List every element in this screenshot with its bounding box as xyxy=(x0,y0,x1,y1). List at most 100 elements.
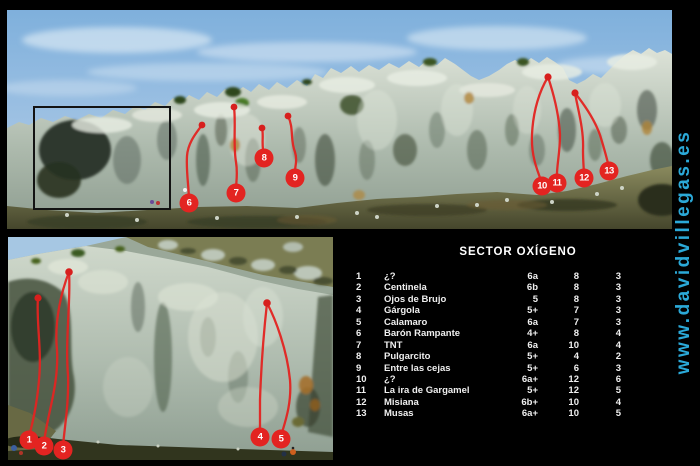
route-table: 1 ¿? 6a 8 3 2 Centinela 6b 8 3 3 Ojos de Brujo 5 8 3 4 G… xyxy=(356,271,626,420)
route-name: ¿? xyxy=(384,271,396,282)
route-number: 5 xyxy=(356,316,362,328)
route-length: 12 xyxy=(568,373,579,385)
watermark-url: www.davidvillegas.es xyxy=(673,129,694,375)
route-length: 8 xyxy=(573,328,579,340)
route-name: Pulgarcito xyxy=(384,351,431,363)
route-number: 12 xyxy=(356,396,367,408)
route-bolts: 2 xyxy=(615,351,621,363)
route-bolts: 3 xyxy=(615,271,621,282)
climber-figure xyxy=(281,451,287,457)
route-row: 12 Misiana 6b+ 10 4 xyxy=(356,397,626,408)
route-grade: 6b+ xyxy=(521,396,538,408)
route-row: 6 Barón Rampante 4+ 8 4 xyxy=(356,328,626,339)
route-bolts: 3 xyxy=(615,362,621,374)
route-grade: 6a+ xyxy=(521,373,538,385)
route-length: 7 xyxy=(573,305,579,317)
route-name: Calamaro xyxy=(384,316,428,328)
route-row: 7 TNT 6a 10 4 xyxy=(356,340,626,351)
route-bolts: 4 xyxy=(615,396,621,408)
route-number: 9 xyxy=(356,362,362,374)
crag-closeup-illustration xyxy=(8,237,333,460)
route-row: 5 Calamaro 6a 7 3 xyxy=(356,317,626,328)
route-grade: 5+ xyxy=(527,351,538,363)
route-number: 13 xyxy=(356,408,367,420)
route-grade: 6a+ xyxy=(521,408,538,420)
route-row: 9 Entre las cejas 5+ 6 3 xyxy=(356,363,626,374)
route-marker-12: 12 xyxy=(574,168,594,188)
route-bolts: 3 xyxy=(615,293,621,305)
climber-figure xyxy=(291,446,295,450)
route-row: 10 ¿? 6a+ 12 6 xyxy=(356,374,626,385)
climber-figure xyxy=(150,200,154,204)
route-length: 8 xyxy=(573,293,579,305)
route-marker-8: 8 xyxy=(254,148,274,168)
route-bolts: 5 xyxy=(615,408,621,420)
route-number: 1 xyxy=(356,271,362,282)
route-name: Centinela xyxy=(384,282,427,294)
route-row: 4 Gárgola 5+ 7 3 xyxy=(356,305,626,316)
route-length: 4 xyxy=(573,351,579,363)
route-marker-1: 1 xyxy=(19,430,39,450)
route-number: 3 xyxy=(356,293,362,305)
route-marker-9: 9 xyxy=(285,168,305,188)
route-name: Entre las cejas xyxy=(384,362,451,374)
route-name: La ira de Gargamel xyxy=(384,385,470,397)
route-name: ¿? xyxy=(384,373,396,385)
route-name: Misiana xyxy=(384,396,419,408)
route-row: 11 La ira de Gargamel 5+ 12 5 xyxy=(356,385,626,396)
route-length: 6 xyxy=(573,362,579,374)
route-marker-11: 11 xyxy=(547,173,567,193)
route-number: 10 xyxy=(356,373,367,385)
route-number: 7 xyxy=(356,339,362,351)
route-number: 6 xyxy=(356,328,362,340)
route-bolts: 3 xyxy=(615,282,621,294)
route-marker-13: 13 xyxy=(599,161,619,181)
route-bolts: 4 xyxy=(615,339,621,351)
route-row: 2 Centinela 6b 8 3 xyxy=(356,282,626,293)
route-grade: 5+ xyxy=(527,385,538,397)
climber-figure xyxy=(11,445,17,451)
route-grade: 6a xyxy=(527,271,538,282)
route-grade: 6a xyxy=(527,316,538,328)
route-length: 10 xyxy=(568,339,579,351)
route-number: 4 xyxy=(356,305,362,317)
sector-title: SECTOR OXÍGENO xyxy=(459,246,577,258)
route-bolts: 3 xyxy=(615,305,621,317)
route-marker-5: 5 xyxy=(271,429,291,449)
route-name: Barón Rampante xyxy=(384,328,461,340)
route-name: Ojos de Brujo xyxy=(384,293,447,305)
route-bolts: 5 xyxy=(615,385,621,397)
route-length: 8 xyxy=(573,282,579,294)
route-name: TNT xyxy=(384,339,403,351)
route-marker-7: 7 xyxy=(226,183,246,203)
route-length: 10 xyxy=(568,408,579,420)
climber-figure xyxy=(290,449,296,455)
route-length: 7 xyxy=(573,316,579,328)
route-row: 13 Musas 6a+ 10 5 xyxy=(356,408,626,419)
climber-figure xyxy=(156,201,160,205)
route-marker-3: 3 xyxy=(53,440,73,460)
route-number: 8 xyxy=(356,351,362,363)
route-row: 3 Ojos de Brujo 5 8 3 xyxy=(356,294,626,305)
route-grade: 6b xyxy=(526,282,538,294)
route-length: 10 xyxy=(568,396,579,408)
route-bolts: 3 xyxy=(615,316,621,328)
route-row: 8 Pulgarcito 5+ 4 2 xyxy=(356,351,626,362)
crag-panorama-illustration xyxy=(7,10,672,229)
route-number: 2 xyxy=(356,282,362,294)
route-number: 11 xyxy=(356,385,367,397)
route-grade: 5+ xyxy=(527,362,538,374)
inset-area-frame xyxy=(33,106,171,210)
route-name: Musas xyxy=(384,408,414,420)
route-marker-6: 6 xyxy=(179,193,199,213)
route-row: 1 ¿? 6a 8 3 xyxy=(356,271,626,282)
route-bolts: 4 xyxy=(615,328,621,340)
route-marker-10: 10 xyxy=(532,176,552,196)
route-grade: 5+ xyxy=(527,305,538,317)
photo-top-crag: 6 7 8 9 10 11 12 13 xyxy=(7,10,672,229)
route-length: 8 xyxy=(573,271,579,282)
route-marker-2: 2 xyxy=(34,436,54,456)
route-grade: 4+ xyxy=(527,328,538,340)
